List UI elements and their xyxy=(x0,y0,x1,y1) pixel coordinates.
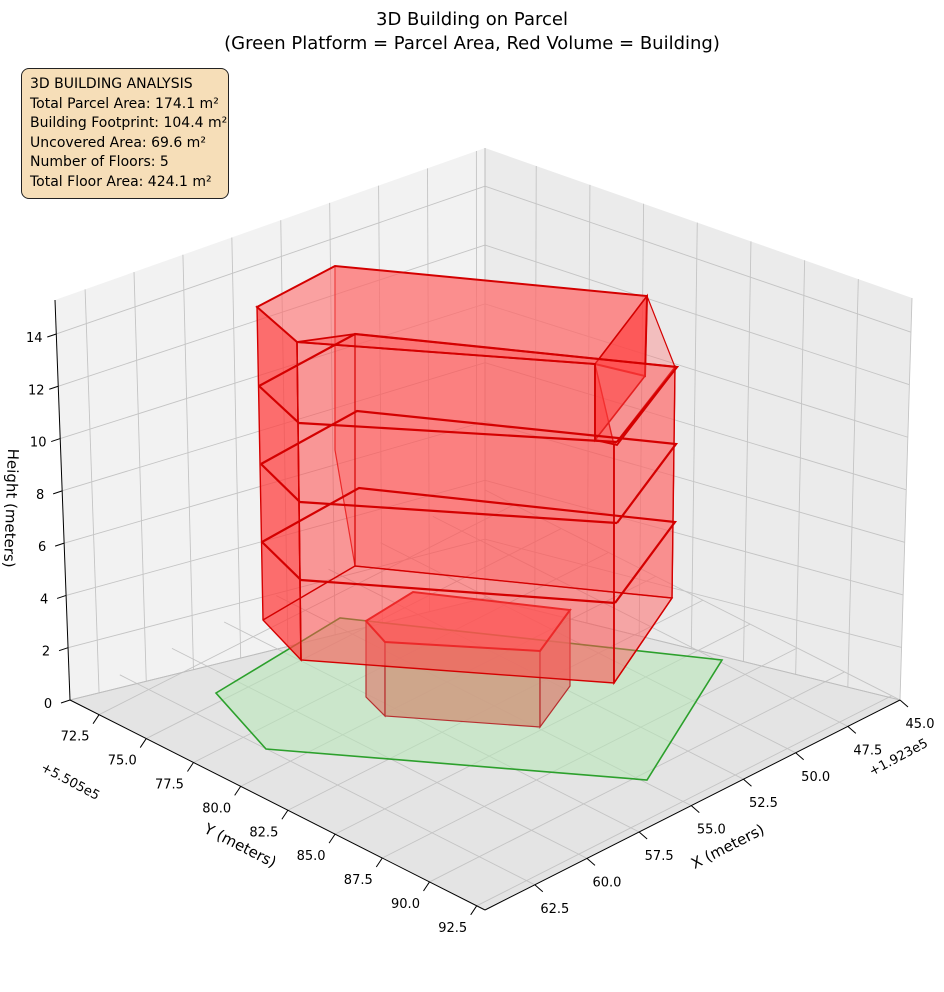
y-tick-mark xyxy=(328,833,336,844)
z-axis-label: Height (meters) xyxy=(0,448,22,568)
tower-left-edge xyxy=(296,341,302,661)
y-tick-label: 90.0 xyxy=(391,897,420,912)
info-footprint: Building Footprint: 104.4 m² xyxy=(30,115,228,131)
z-tick-mark xyxy=(47,333,57,338)
z-tick-mark xyxy=(49,385,59,390)
x-tick-label: 52.5 xyxy=(749,796,778,811)
z-tick-mark xyxy=(51,438,61,443)
x-tick-label: 45.0 xyxy=(906,717,935,732)
x-grid-line xyxy=(847,279,859,688)
x-tick-mark xyxy=(795,752,804,761)
tower-left-face xyxy=(256,305,302,662)
x-grid-line xyxy=(119,674,536,886)
x-tick-label: 60.0 xyxy=(592,875,621,890)
z-tick-label: 6 xyxy=(38,540,46,555)
floor-line-2-front xyxy=(261,541,616,605)
info-heading: 3D BUILDING ANALYSIS xyxy=(30,76,193,92)
info-uncovered: Uncovered Area: 69.6 m² xyxy=(30,134,206,151)
y-grid-line xyxy=(182,254,194,670)
y-tick-label: 82.5 xyxy=(249,825,278,840)
x-grid-line xyxy=(690,222,698,649)
x-grid-line xyxy=(899,297,913,701)
y-tick-label: 85.0 xyxy=(297,849,326,864)
z-tick-mark xyxy=(58,647,69,652)
y-tick-mark xyxy=(423,881,430,892)
x-axis-line xyxy=(484,699,901,911)
z-tick-label: 8 xyxy=(36,488,44,503)
z-grid-line xyxy=(56,185,486,335)
x-tick-label: 57.5 xyxy=(645,849,674,864)
z-tick-mark xyxy=(54,542,65,547)
x-tick-mark xyxy=(899,699,909,708)
z-tick-mark xyxy=(60,699,71,704)
z-tick-label: 10 xyxy=(30,436,47,451)
y-grid-line xyxy=(133,272,147,682)
floor-line-3 xyxy=(260,409,679,524)
y-tick-mark xyxy=(281,809,289,820)
z-tick-label: 4 xyxy=(40,592,48,607)
floor-line-1 xyxy=(262,565,674,684)
x-tick-label: 55.0 xyxy=(697,823,726,838)
plot-title-line2: (Green Platform = Parcel Area, Red Volum… xyxy=(224,33,720,54)
z-tick-label: 0 xyxy=(44,697,52,712)
info-total-floor-area: Total Floor Area: 424.1 m² xyxy=(30,173,212,190)
z-grid-line xyxy=(484,185,912,333)
y-tick-label: 80.0 xyxy=(202,801,231,816)
y-tick-mark xyxy=(187,762,194,772)
x-tick-mark xyxy=(638,831,648,840)
y-tick-mark xyxy=(234,786,242,796)
y-tick-label: 92.5 xyxy=(438,921,467,936)
floor-line-2 xyxy=(261,486,678,604)
y-grid-line xyxy=(231,237,242,659)
y-axis-line xyxy=(69,699,486,911)
analysis-info-box: 3D BUILDING ANALYSIS Total Parcel Area: … xyxy=(21,68,229,199)
floor-line-4-front xyxy=(258,385,618,444)
y-tick-label: 75.0 xyxy=(108,754,137,769)
axis-lines xyxy=(54,299,901,911)
y-grid-line xyxy=(84,289,100,693)
x-tick-label: 47.5 xyxy=(853,743,882,758)
y-offset-label: +5.505e5 xyxy=(38,760,102,803)
building-volume xyxy=(255,264,680,729)
y-tick-label: 72.5 xyxy=(61,730,90,745)
y-tick-mark xyxy=(92,714,100,724)
y-tick-mark xyxy=(375,857,383,868)
y-tick-label: 77.5 xyxy=(155,777,184,792)
x-tick-mark xyxy=(534,884,544,893)
x-tick-mark xyxy=(847,726,857,734)
plot-title-line1: 3D Building on Parcel xyxy=(376,9,568,30)
y-grid-line xyxy=(476,695,892,907)
y-tick-label: 87.5 xyxy=(344,873,373,888)
info-floors: Number of Floors: 5 xyxy=(30,154,169,170)
z-grid-line xyxy=(484,244,910,386)
y-tick-mark xyxy=(470,905,478,916)
x-grid-line xyxy=(743,241,752,662)
z-axis-line xyxy=(54,299,71,701)
x-tick-mark xyxy=(743,778,752,787)
z-tick-label: 12 xyxy=(28,383,45,398)
y-tick-mark xyxy=(139,738,147,748)
x-tick-label: 50.0 xyxy=(801,770,830,785)
z-tick-mark xyxy=(52,490,63,495)
axis-ticks: 0 2 4 6 8 10 12 14 72.5 75.0 77.5 80.0 82.5 85.0 87.5 9… xyxy=(26,331,934,936)
floor-line-4 xyxy=(258,332,680,443)
x-tick-mark xyxy=(690,805,700,813)
x-tick-label: 62.5 xyxy=(540,902,569,917)
z-tick-mark xyxy=(56,594,67,599)
x-grid-line xyxy=(795,260,806,675)
z-tick-label: 2 xyxy=(42,645,50,660)
z-tick-label: 14 xyxy=(26,331,43,346)
floor-line-3-front xyxy=(260,463,618,525)
info-parcel-area: Total Parcel Area: 174.1 m² xyxy=(30,95,219,112)
x-tick-mark xyxy=(586,858,596,866)
